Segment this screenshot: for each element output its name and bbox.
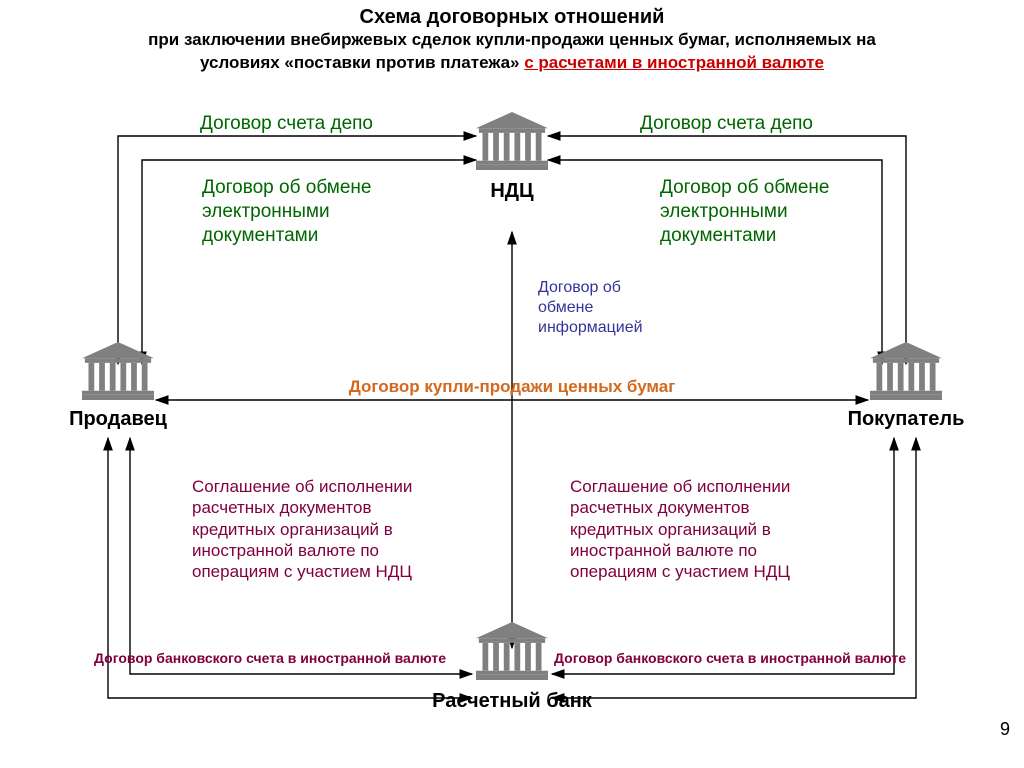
edge-seller-ndc <box>118 136 476 364</box>
edge-label-bank_acc_right: Договор банковского счета в иностранной … <box>554 650 906 668</box>
edge-label-settl_right: Соглашение об исполнениирасчетных докуме… <box>570 476 790 582</box>
node-seller-label: Продавец <box>18 408 218 431</box>
edge-label-info_exch: Договор обобменеинформацией <box>538 278 643 338</box>
edge-label-settl_left: Соглашение об исполнениирасчетных докуме… <box>192 476 412 582</box>
node-ndc-label: НДЦ <box>412 180 612 203</box>
page-number: 9 <box>1000 719 1010 740</box>
edge-label-edo_left: Договор об обменеэлектроннымидокументами <box>202 176 371 247</box>
building-icon-ndc <box>476 112 548 175</box>
edge-label-depo_left: Договор счета депо <box>200 112 373 136</box>
edge-label-depo_right: Договор счета депо <box>640 112 813 136</box>
edge-label-edo_right: Договор об обменеэлектроннымидокументами <box>660 176 829 247</box>
building-icon-buyer <box>870 342 942 405</box>
node-bank-label: Расчетный банк <box>412 690 612 713</box>
building-icon-seller <box>82 342 154 405</box>
node-buyer-label: Покупатель <box>806 408 1006 431</box>
edge-label-bank_acc_left: Договор банковского счета в иностранной … <box>94 650 446 668</box>
building-icon-bank <box>476 622 548 685</box>
edge-label-sale: Договор купли-продажи ценных бумаг <box>262 376 762 397</box>
